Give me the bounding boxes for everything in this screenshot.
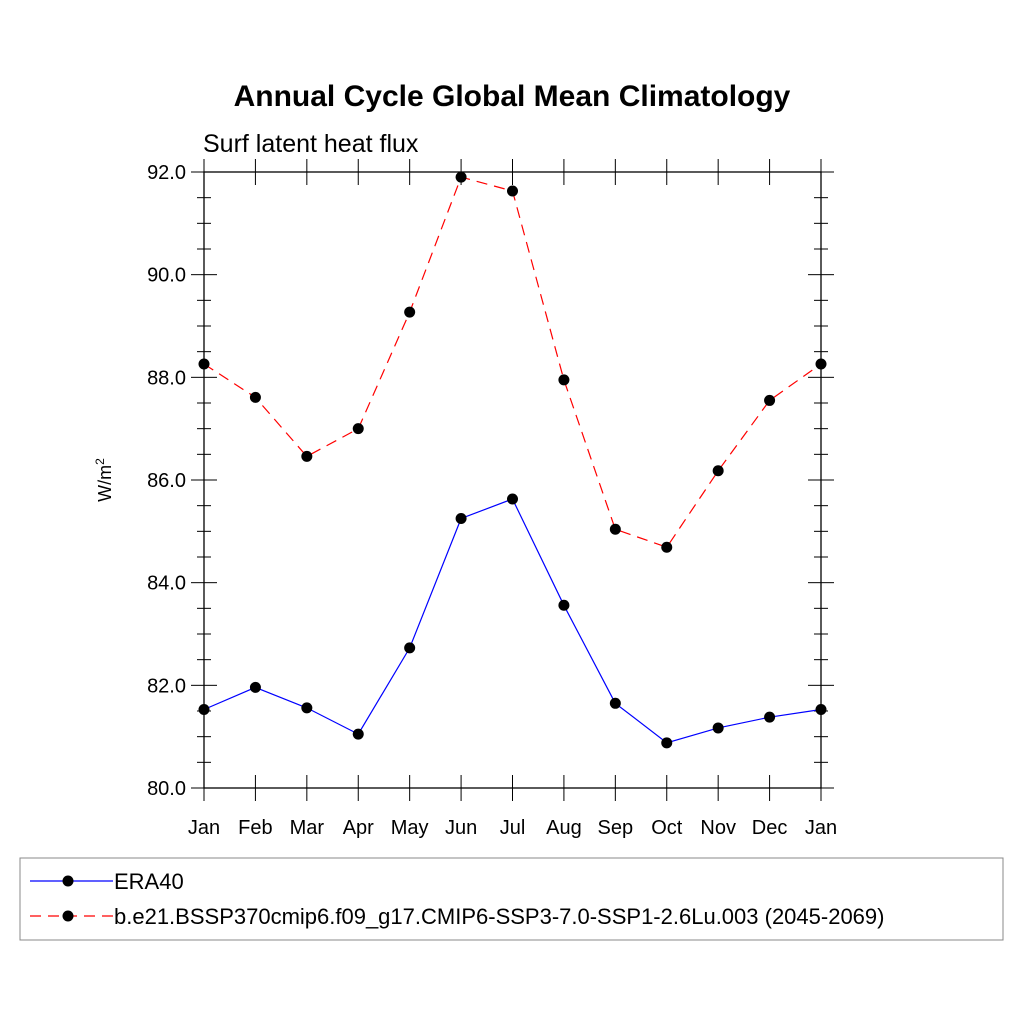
- series-2-point: [558, 374, 570, 386]
- x-tick-label: Oct: [651, 817, 683, 839]
- x-tick-label: Jan: [805, 817, 837, 839]
- legend-label-1: ERA40: [114, 869, 184, 894]
- x-tick-label: Mar: [290, 817, 325, 839]
- legend-marker-2: [62, 910, 74, 922]
- series-2-point: [712, 465, 724, 477]
- y-tick-label: 92.0: [147, 162, 186, 184]
- y-tick-label: 90.0: [147, 265, 186, 287]
- series-2-point: [352, 423, 364, 435]
- chart-title: Annual Cycle Global Mean Climatology: [234, 80, 791, 113]
- series-1-point: [507, 493, 518, 505]
- series-1-point: [609, 697, 621, 709]
- series-2-point: [301, 450, 313, 462]
- series-2-point: [404, 306, 416, 318]
- series-1-point: [301, 702, 313, 714]
- x-tick-label: Jun: [445, 817, 477, 839]
- series-2-point: [455, 171, 467, 183]
- series-1-point: [404, 642, 416, 654]
- legend: ERA40 b.e21.BSSP370cmip6.f09_g17.CMIP6-SS…: [19, 857, 1004, 941]
- y-tick-label: 82.0: [147, 675, 186, 697]
- series-1-point: [352, 728, 364, 740]
- series-1-point: [661, 737, 673, 749]
- y-tick-label: 80.0: [147, 778, 186, 800]
- y-tick-label: 86.0: [147, 470, 186, 492]
- series-line-1: [203, 498, 822, 744]
- series-1-point: [712, 722, 724, 734]
- series-2-point: [764, 394, 776, 406]
- x-tick-label: Aug: [546, 817, 582, 839]
- series-line-2: [203, 176, 822, 548]
- y-tick-label: 88.0: [147, 367, 186, 389]
- series-1-point: [558, 599, 570, 611]
- legend-marker-1: [62, 875, 74, 887]
- series-2-point: [507, 185, 518, 197]
- series-1-point: [455, 513, 467, 524]
- x-tick-label: Feb: [238, 817, 272, 839]
- x-tick-label: Dec: [752, 817, 788, 839]
- series-2-point: [249, 391, 261, 403]
- x-tick-label: Apr: [343, 817, 374, 839]
- series-1-point: [764, 711, 776, 723]
- x-tick-label: Jan: [188, 817, 220, 839]
- series-2-point: [609, 523, 621, 535]
- x-tick-label: May: [391, 817, 429, 839]
- legend-label-2: b.e21.BSSP370cmip6.f09_g17.CMIP6-SSP3-7.…: [114, 904, 884, 929]
- y-tick-label: 84.0: [147, 573, 186, 595]
- y-axis-label: W/m2: [93, 458, 115, 502]
- x-tick-label: Jul: [500, 817, 526, 839]
- plot-frame: [203, 171, 822, 789]
- x-tick-label: Nov: [700, 817, 736, 839]
- series-1-point: [249, 681, 261, 693]
- series-2-point: [661, 541, 673, 553]
- chart-subtitle: Surf latent heat flux: [203, 130, 419, 158]
- legend-box: [19, 857, 1004, 941]
- x-tick-label: Sep: [598, 817, 634, 839]
